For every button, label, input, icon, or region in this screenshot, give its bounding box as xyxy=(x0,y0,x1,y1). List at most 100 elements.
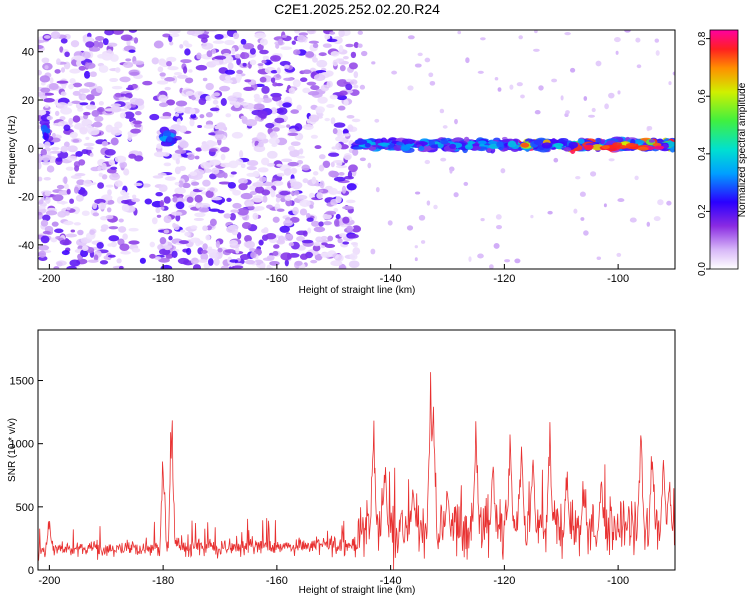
heatmap-cell xyxy=(297,160,304,165)
heatmap-cell xyxy=(63,220,74,226)
heatmap-cell xyxy=(284,194,292,202)
heatmap-cell xyxy=(227,95,238,102)
heatmap-cell xyxy=(338,90,348,96)
heatmap-cell xyxy=(329,31,336,35)
heatmap-cell xyxy=(38,250,47,258)
heatmap-cell xyxy=(277,107,288,115)
heatmap-cell xyxy=(41,160,50,166)
heatmap-cell xyxy=(280,197,286,203)
heatmap-cell xyxy=(563,147,572,152)
heatmap-cell xyxy=(288,145,295,152)
heatmap-cell xyxy=(352,247,361,255)
heatmap-cell xyxy=(287,161,299,167)
heatmap-cell xyxy=(494,77,499,81)
snr-xlabel: Height of straight line (km) xyxy=(299,585,416,596)
heatmap-cell xyxy=(220,98,227,106)
heatmap-cell xyxy=(324,117,330,122)
heatmap-cell xyxy=(457,30,462,35)
heatmap-cell xyxy=(198,207,210,213)
colorbar-label: Normalized spectral amplitude xyxy=(737,82,748,217)
heatmap-cell xyxy=(439,108,445,114)
heatmap-cell xyxy=(249,47,256,55)
heatmap-cell xyxy=(453,192,459,198)
heatmap-cell xyxy=(302,178,309,184)
heatmap-cell xyxy=(247,205,255,210)
heatmap-cell xyxy=(224,249,236,254)
heatmap-cell xyxy=(44,65,49,70)
heatmap-cell xyxy=(46,115,54,121)
heatmap-cell xyxy=(263,181,275,187)
colorbar: 0.0 0.2 0.4 0.6 0.8 Normalized spectral ampl… xyxy=(697,29,748,276)
heatmap-cell xyxy=(202,179,211,187)
heatmap-cell xyxy=(252,170,260,178)
heatmap-cell xyxy=(344,175,354,180)
heatmap-cell xyxy=(176,74,188,79)
heatmap-cell xyxy=(440,157,447,162)
heatmap-cell xyxy=(89,71,97,78)
heatmap-cell xyxy=(214,130,225,135)
heatmap-cell xyxy=(118,97,130,101)
heatmap-cell xyxy=(477,253,484,259)
heatmap-cell xyxy=(63,141,70,148)
heatmap-cell xyxy=(231,47,236,55)
heatmap-cell xyxy=(313,73,326,82)
heatmap-cell xyxy=(160,264,173,269)
heatmap-cell xyxy=(134,110,142,116)
heatmap-cells xyxy=(38,30,675,269)
heatmap-cell xyxy=(246,166,257,171)
heatmap-cell xyxy=(387,220,393,226)
heatmap-cell xyxy=(324,243,336,248)
heatmap-cell xyxy=(286,124,291,128)
heatmap-cell xyxy=(296,194,308,200)
heatmap-cell xyxy=(163,215,172,224)
heatmap-cell xyxy=(240,115,247,120)
heatmap-cell xyxy=(197,34,210,39)
heatmap-cell xyxy=(424,57,431,63)
heatmap-cell xyxy=(493,242,500,249)
heatmap-cell xyxy=(38,39,45,44)
colorbar-tick-label: 0.8 xyxy=(697,31,708,45)
heatmap-cell xyxy=(83,111,91,116)
heatmap-cell xyxy=(346,225,353,233)
heatmap-cell xyxy=(249,190,257,196)
heatmap-y-tick-label: -20 xyxy=(18,192,34,204)
heatmap-cell xyxy=(38,69,42,76)
heatmap-cell xyxy=(114,180,123,187)
heatmap-cell xyxy=(328,187,338,195)
heatmap-cell xyxy=(313,226,326,233)
heatmap-cell xyxy=(133,182,143,187)
heatmap-cell xyxy=(75,194,84,202)
heatmap-cell xyxy=(199,203,211,209)
heatmap-cell xyxy=(233,262,244,267)
heatmap-cell xyxy=(43,98,55,103)
heatmap-cell xyxy=(624,30,631,33)
heatmap-y-tick-label: 40 xyxy=(22,47,34,59)
heatmap-cell xyxy=(230,262,236,267)
heatmap-cell xyxy=(209,218,217,227)
heatmap-cell xyxy=(305,51,315,58)
heatmap-cell xyxy=(357,43,363,48)
heatmap-cell xyxy=(194,155,200,160)
heatmap-cell xyxy=(229,239,239,246)
colorbar-tick-label: 0.0 xyxy=(697,262,708,276)
heatmap-cell xyxy=(244,79,252,83)
heatmap-cell xyxy=(232,189,241,196)
heatmap-cell xyxy=(224,39,235,46)
heatmap-cell xyxy=(59,116,66,121)
heatmap-cell xyxy=(239,52,250,60)
heatmap-cell xyxy=(213,257,220,266)
heatmap-cell xyxy=(194,194,203,203)
heatmap-cell xyxy=(342,216,350,224)
snr-y-ticks: 0 500 1000 1500 xyxy=(10,376,43,577)
heatmap-cell xyxy=(250,251,257,259)
heatmap-cell xyxy=(580,217,585,221)
heatmap-cell xyxy=(122,192,130,196)
heatmap-cell xyxy=(105,214,114,220)
heatmap-cell xyxy=(343,152,352,161)
heatmap-cell xyxy=(174,182,180,186)
heatmap-cell xyxy=(119,112,127,119)
heatmap-cell xyxy=(279,225,290,233)
heatmap-cell xyxy=(38,143,44,150)
heatmap-cell xyxy=(205,248,218,255)
heatmap-cell xyxy=(66,206,71,211)
